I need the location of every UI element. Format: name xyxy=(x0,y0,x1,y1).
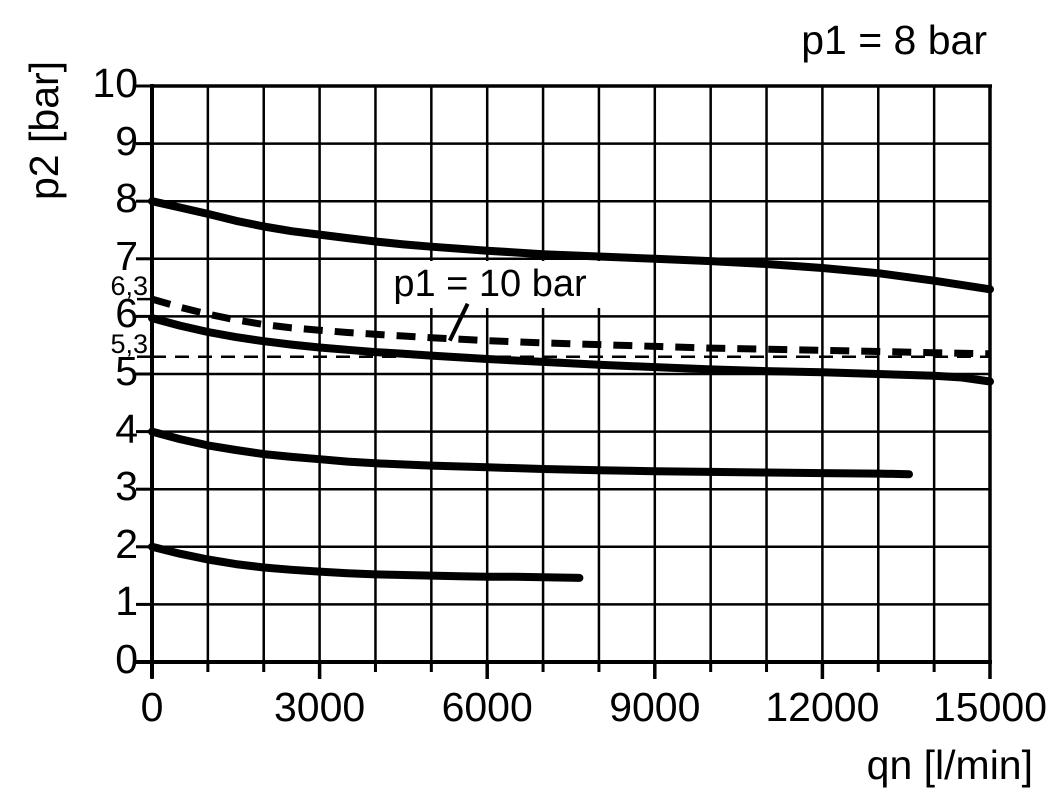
y-tick-label: 9 xyxy=(115,117,138,164)
y-tick-label: 8 xyxy=(115,175,138,222)
y-tick-label: 3 xyxy=(115,463,138,510)
x-tick-label: 15000 xyxy=(932,684,1047,730)
x-tick-label: 12000 xyxy=(765,684,880,730)
y-tick-label: 10 xyxy=(92,60,138,106)
y-tick-label: 7 xyxy=(115,232,138,279)
curve-p2-set-8-bar xyxy=(148,197,994,294)
y-special-tick-label: 5,3 xyxy=(110,328,148,359)
y-tick-label: 6 xyxy=(115,290,138,337)
curve-p1-10-bar-dashed xyxy=(151,295,991,358)
y-tick-label: 0 xyxy=(115,636,138,682)
annotation-p1-10-bar: p1 = 10 bar xyxy=(378,261,602,308)
curve-p2-set-2-bar xyxy=(148,542,584,582)
y-tick-label: 5 xyxy=(115,348,138,394)
x-axis-title: qn [l/min] xyxy=(866,742,1033,788)
x-tick-label: 9000 xyxy=(609,684,701,730)
y-tick-label: 1 xyxy=(115,578,138,625)
chart-title: p1 = 8 bar xyxy=(801,17,987,63)
x-tick-label: 6000 xyxy=(441,684,533,730)
x-tick-label: 0 xyxy=(140,684,164,730)
x-tick-label: 3000 xyxy=(273,684,366,730)
y-tick-label: 2 xyxy=(115,520,138,567)
y-tick-label: 4 xyxy=(115,405,138,452)
curve-p2-set-4-bar xyxy=(148,427,913,479)
y-special-tick-label: 6,3 xyxy=(110,271,148,302)
